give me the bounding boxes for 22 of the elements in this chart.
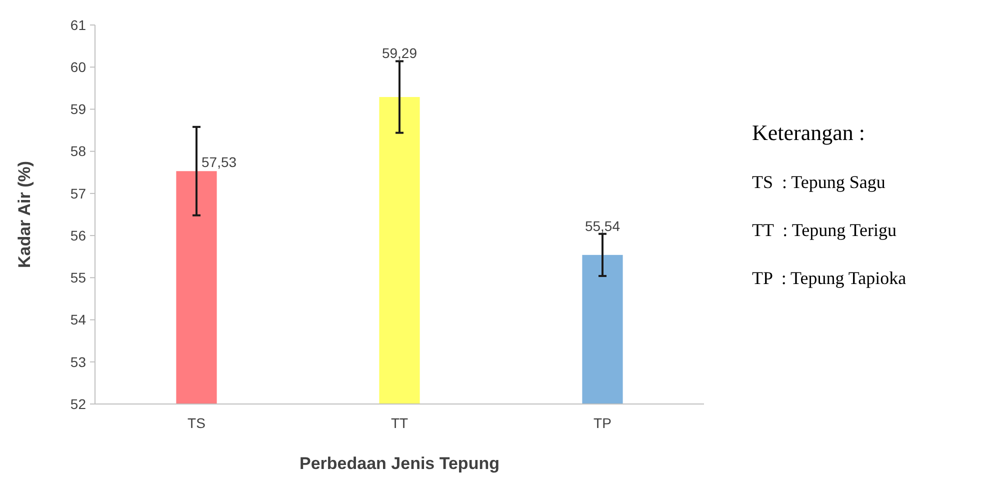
data-label: 55,54 xyxy=(584,218,620,234)
text: TS : Tepung Sagu xyxy=(752,172,886,192)
x-tick-label: TS xyxy=(188,415,206,431)
text: Keterangan : xyxy=(752,120,865,145)
x-tick-label: TT xyxy=(390,415,408,431)
y-tick-label: 53 xyxy=(70,354,86,370)
x-axis-title: Perbedaan Jenis Tepung xyxy=(300,454,500,473)
x-tick-label: TP xyxy=(594,415,612,431)
y-tick-label: 59 xyxy=(70,101,86,118)
y-tick-label: 61 xyxy=(70,16,86,33)
y-tick-label: 57 xyxy=(70,185,86,202)
y-tick-label: 58 xyxy=(70,143,86,160)
data-label: 57,53 xyxy=(202,154,237,170)
data-label: 59,29 xyxy=(382,45,418,62)
y-tick-label: 54 xyxy=(70,312,86,328)
y-axis-title: Kadar Air (%) xyxy=(15,160,34,268)
y-tick-label: 55 xyxy=(70,270,86,286)
y-tick-label: 56 xyxy=(70,227,86,244)
text: TT : Tepung Terigu xyxy=(752,220,896,240)
y-tick-label: 60 xyxy=(70,59,86,76)
y-tick-label: 52 xyxy=(70,396,86,412)
text: TP : Tepung Tapioka xyxy=(752,268,906,288)
